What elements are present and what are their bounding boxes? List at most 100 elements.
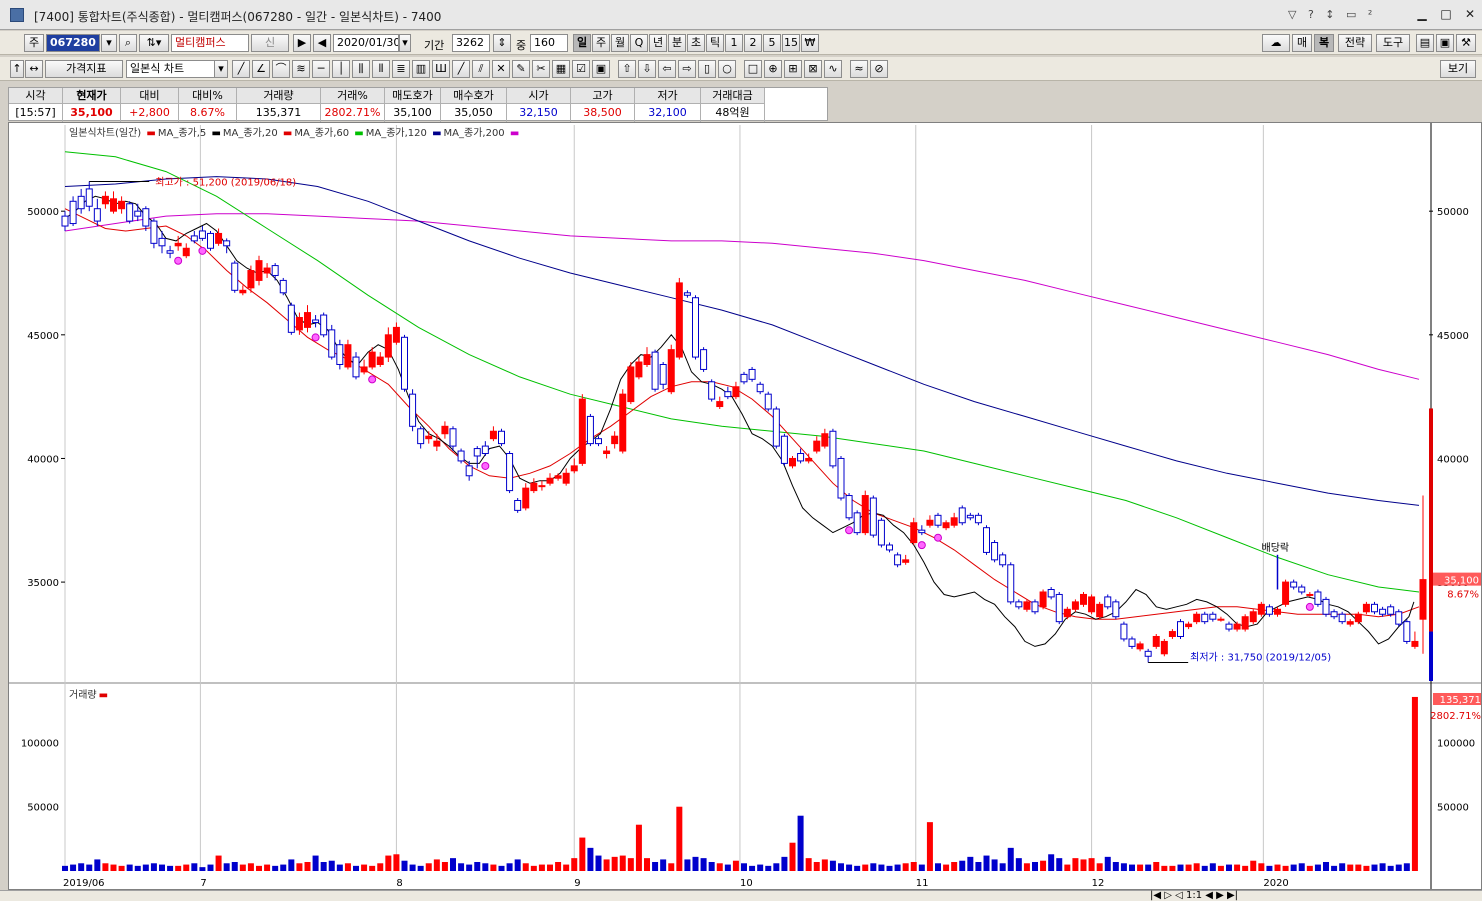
minimize-button[interactable]: ▁	[1417, 7, 1427, 21]
draw-tool-icon-24[interactable]: ○	[718, 60, 736, 78]
volume-bar	[1290, 864, 1297, 871]
draw-tool-icon-7[interactable]: ⫴	[372, 60, 390, 78]
draw-tool-icon-10[interactable]: Ш	[432, 60, 450, 78]
price-chart[interactable]: 2019/06789101112202035000350004000040000…	[9, 123, 1481, 889]
chart-type-dropdown-icon[interactable]: ▾	[214, 60, 228, 78]
draw-tool-icon-22[interactable]: ⇨	[678, 60, 696, 78]
period-input[interactable]: 3262	[452, 34, 490, 52]
multi-button[interactable]: 복	[1314, 34, 1334, 52]
next-arrow-icon[interactable]: ▶	[293, 34, 311, 52]
spin-icon[interactable]: ⇕	[493, 34, 511, 52]
titlebar-tools[interactable]: ▽ ? ↕ ▭ ²	[1288, 8, 1377, 21]
close-button[interactable]: ✕	[1464, 7, 1476, 21]
period-button-2[interactable]: 월	[611, 34, 629, 52]
code-dropdown-icon[interactable]: ▾	[101, 34, 117, 52]
period-button-3[interactable]: Q	[630, 34, 648, 52]
draw-tool-icon-9[interactable]: ▥	[412, 60, 430, 78]
period-button-8[interactable]: 1	[725, 34, 743, 52]
draw-tool-icon-20[interactable]: ⇩	[638, 60, 656, 78]
period-button-4[interactable]: 년	[649, 34, 667, 52]
search-icon[interactable]: ⌕	[119, 34, 137, 52]
quote-col-8: 시가 32,150	[507, 88, 571, 122]
expand-icon[interactable]: ↔	[25, 60, 43, 78]
sort-dropdown-icon[interactable]: ⇅▾	[139, 34, 169, 52]
volume-bar	[1379, 863, 1386, 871]
period-button-10[interactable]: 5	[763, 34, 781, 52]
draw-tool-icon-0[interactable]: ╱	[232, 60, 250, 78]
draw-tool-icon-14[interactable]: ✎	[512, 60, 530, 78]
maximize-button[interactable]: □	[1440, 7, 1452, 21]
sell-button[interactable]: 매	[1292, 34, 1312, 52]
draw-tool-icon-29[interactable]: ∿	[824, 60, 842, 78]
volume-bar	[401, 860, 408, 871]
draw-tool-icon-12[interactable]: ⫽	[472, 60, 490, 78]
period-button-5[interactable]: 분	[668, 34, 686, 52]
new-button[interactable]: 신	[251, 34, 289, 52]
candle-body	[110, 198, 117, 212]
strategy-button[interactable]: 전략	[1338, 34, 1372, 52]
open-folder-icon[interactable]: ▤	[1416, 34, 1434, 52]
date-field[interactable]: 2020/01/30	[333, 34, 399, 52]
period-button-7[interactable]: 틱	[706, 34, 724, 52]
draw-tool-icon-5[interactable]: │	[332, 60, 350, 78]
tools-button[interactable]: 도구	[1376, 34, 1410, 52]
quote-value: 135,371	[255, 106, 302, 119]
candle-body	[1274, 608, 1281, 615]
draw-tool-icon-13[interactable]: ✕	[492, 60, 510, 78]
draw-tool-icon-11[interactable]: ╱	[452, 60, 470, 78]
volume-bar	[1137, 864, 1144, 871]
volume-bar	[926, 822, 933, 871]
view-button[interactable]: 보기	[1440, 60, 1476, 78]
draw-tool-icon-21[interactable]: ⇦	[658, 60, 676, 78]
chart-panel[interactable]: 2019/06789101112202035000350004000040000…	[8, 122, 1482, 890]
draw-tool-icon-31[interactable]: ⊘	[870, 60, 888, 78]
volume-bar	[409, 864, 416, 871]
draw-tool-icon-8[interactable]: ≣	[392, 60, 410, 78]
prev-arrow-icon[interactable]: ◀	[313, 34, 331, 52]
date-dropdown-icon[interactable]: ▾	[399, 34, 411, 52]
candle-body	[344, 344, 352, 368]
price-tick-label: 45000	[27, 331, 59, 342]
chart-type-select[interactable]: 일본식 차트	[126, 60, 216, 78]
volume-bar	[215, 855, 222, 871]
draw-tool-icon-1[interactable]: ∠	[252, 60, 270, 78]
scroll-controls[interactable]: |◀ ▷ ◁ 1:1 ◀ ▶ ▶|	[1150, 890, 1239, 901]
candle-body	[93, 208, 101, 222]
up-arrow-icon[interactable]: ↑	[10, 60, 24, 78]
draw-tool-icon-27[interactable]: ⊞	[784, 60, 802, 78]
volume-bar	[458, 863, 465, 871]
draw-tool-icon-2[interactable]: ⌒	[272, 60, 290, 78]
period-button-1[interactable]: 주	[592, 34, 610, 52]
stock-name-field[interactable]: 멀티캠퍼스	[171, 34, 249, 52]
period-button-6[interactable]: 초	[687, 34, 705, 52]
stock-code-input[interactable]: 067280	[46, 34, 100, 52]
draw-tool-icon-28[interactable]: ⊠	[804, 60, 822, 78]
draw-tool-icon-30[interactable]: ≈	[850, 60, 868, 78]
save-icon[interactable]: ▣	[1436, 34, 1454, 52]
cloud-icon[interactable]: ☁	[1262, 34, 1290, 52]
period-button-12[interactable]: ₩	[801, 34, 819, 52]
signal-marker	[311, 333, 320, 342]
price-tick-label-right: 40000	[1437, 454, 1469, 465]
draw-tool-icon-18[interactable]: ▣	[592, 60, 610, 78]
draw-tool-icon-4[interactable]: ─	[312, 60, 330, 78]
count-input[interactable]: 160	[530, 34, 568, 52]
draw-tool-icon-26[interactable]: ⊕	[764, 60, 782, 78]
indicator-button[interactable]: 가격지표	[45, 60, 123, 78]
draw-tool-icon-16[interactable]: ▦	[552, 60, 570, 78]
draw-tool-icon-15[interactable]: ✂	[532, 60, 550, 78]
market-type-button[interactable]: 주	[24, 34, 44, 52]
wrench-icon[interactable]: ⚒	[1456, 34, 1476, 52]
period-button-11[interactable]: 15	[782, 34, 800, 52]
candle-body	[1152, 635, 1160, 647]
draw-tool-icon-3[interactable]: ≋	[292, 60, 310, 78]
candle-body	[837, 457, 845, 499]
volume-bar	[886, 865, 893, 871]
period-button-0[interactable]: 일	[573, 34, 591, 52]
period-button-9[interactable]: 2	[744, 34, 762, 52]
draw-tool-icon-25[interactable]: □	[744, 60, 762, 78]
draw-tool-icon-23[interactable]: ▯	[698, 60, 716, 78]
draw-tool-icon-17[interactable]: ☑	[572, 60, 590, 78]
draw-tool-icon-6[interactable]: ⫼	[352, 60, 370, 78]
draw-tool-icon-19[interactable]: ⇧	[618, 60, 636, 78]
